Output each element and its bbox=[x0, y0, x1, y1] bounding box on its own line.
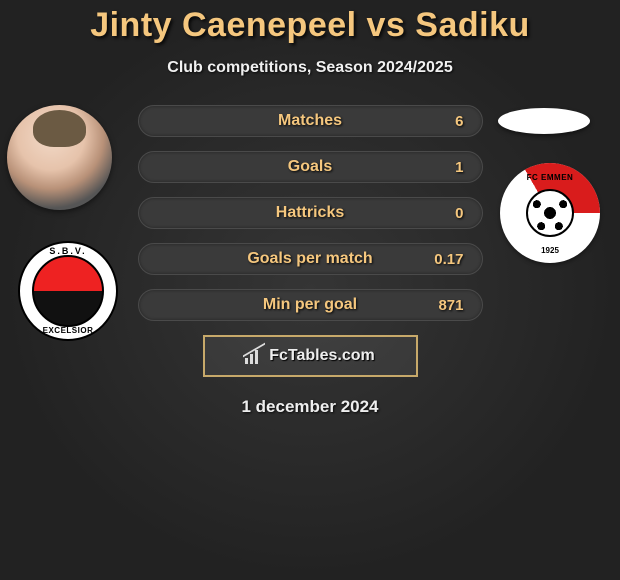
content-wrapper: Jinty Caenepeel vs Sadiku Club competiti… bbox=[0, 0, 620, 417]
club-right-label: FC EMMEN bbox=[500, 173, 600, 182]
stat-value: 6 bbox=[455, 113, 463, 130]
stat-label: Hattricks bbox=[276, 204, 344, 222]
page-title: Jinty Caenepeel vs Sadiku bbox=[0, 6, 620, 45]
stat-pill: Min per goal 871 bbox=[138, 289, 483, 321]
club-right-badge: FC EMMEN 1925 bbox=[500, 163, 600, 263]
stat-value: 871 bbox=[438, 297, 463, 314]
page-subtitle: Club competitions, Season 2024/2025 bbox=[0, 59, 620, 77]
stat-value: 0.17 bbox=[434, 251, 463, 268]
club-right-year: 1925 bbox=[500, 246, 600, 255]
stat-label: Min per goal bbox=[263, 296, 357, 314]
stat-pill: Matches 6 bbox=[138, 105, 483, 137]
stat-label: Goals bbox=[288, 158, 332, 176]
stat-pill: Goals 1 bbox=[138, 151, 483, 183]
club-left-badge: S.B.V. EXCELSIOR bbox=[18, 241, 118, 341]
stats-area: S.B.V. EXCELSIOR FC EMMEN 1925 Matches 6… bbox=[0, 105, 620, 417]
club-left-outer-ring: S.B.V. EXCELSIOR bbox=[18, 241, 118, 341]
footer-date: 1 december 2024 bbox=[0, 397, 620, 417]
brand-box[interactable]: FcTables.com bbox=[203, 335, 418, 377]
player-left-photo bbox=[7, 105, 112, 210]
stat-pill: Goals per match 0.17 bbox=[138, 243, 483, 275]
brand-text: FcTables.com bbox=[269, 347, 375, 365]
stat-label: Goals per match bbox=[247, 250, 372, 268]
player-right-placeholder bbox=[498, 108, 590, 134]
stat-pill: Hattricks 0 bbox=[138, 197, 483, 229]
club-left-inner-disc bbox=[32, 255, 104, 327]
club-right-outer: FC EMMEN 1925 bbox=[500, 163, 600, 263]
club-left-name: EXCELSIOR bbox=[18, 326, 118, 335]
stat-value: 0 bbox=[455, 205, 463, 222]
bar-chart-icon bbox=[245, 348, 265, 364]
stat-label: Matches bbox=[278, 112, 342, 130]
soccer-ball-icon bbox=[526, 189, 574, 237]
stat-pill-list: Matches 6 Goals 1 Hattricks 0 Goals per … bbox=[138, 105, 483, 321]
stat-value: 1 bbox=[455, 159, 463, 176]
